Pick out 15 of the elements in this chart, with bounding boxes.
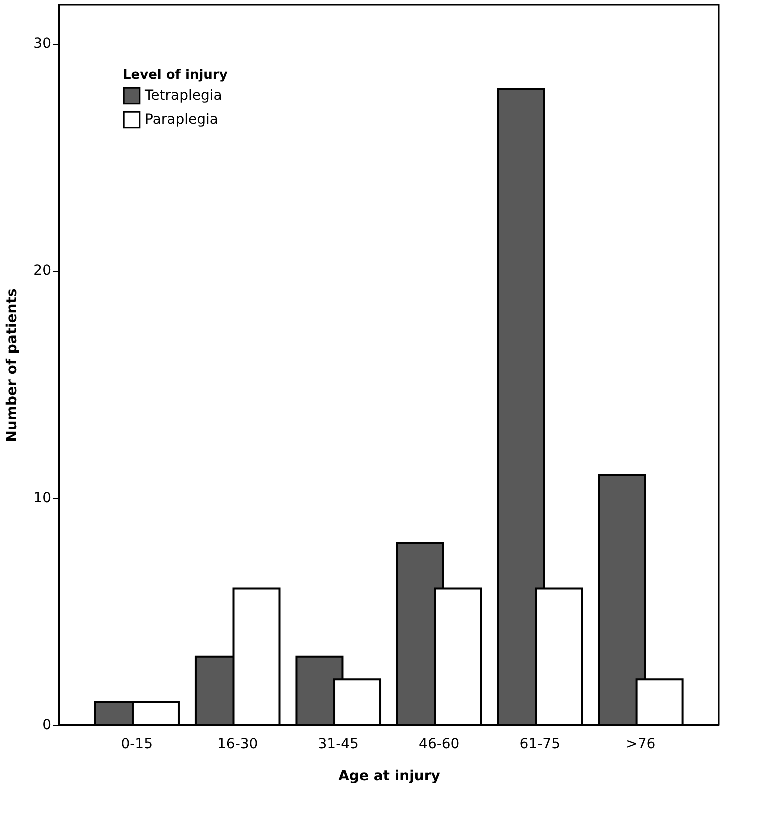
legend-label: Tetraplegia (144, 88, 222, 104)
y-axis-title: Number of patients (4, 288, 21, 442)
legend-title: Level of injury (123, 68, 228, 83)
x-tick-label: 0-15 (121, 736, 153, 752)
x-tick-label: 31-45 (318, 736, 359, 752)
x-tick-label: 16-30 (218, 736, 258, 752)
legend-label: Paraplegia (145, 112, 218, 128)
y-tick-label: 10 (34, 490, 52, 506)
y-tick-label: 30 (34, 36, 52, 52)
x-tick-label: 46-60 (419, 736, 460, 752)
y-tick-label: 0 (42, 718, 52, 734)
x-tick-label: >76 (626, 736, 656, 752)
y-tick-label: 20 (34, 263, 52, 280)
x-tick-label: 61-75 (520, 736, 560, 752)
x-axis-title: Age at injury (338, 768, 440, 784)
